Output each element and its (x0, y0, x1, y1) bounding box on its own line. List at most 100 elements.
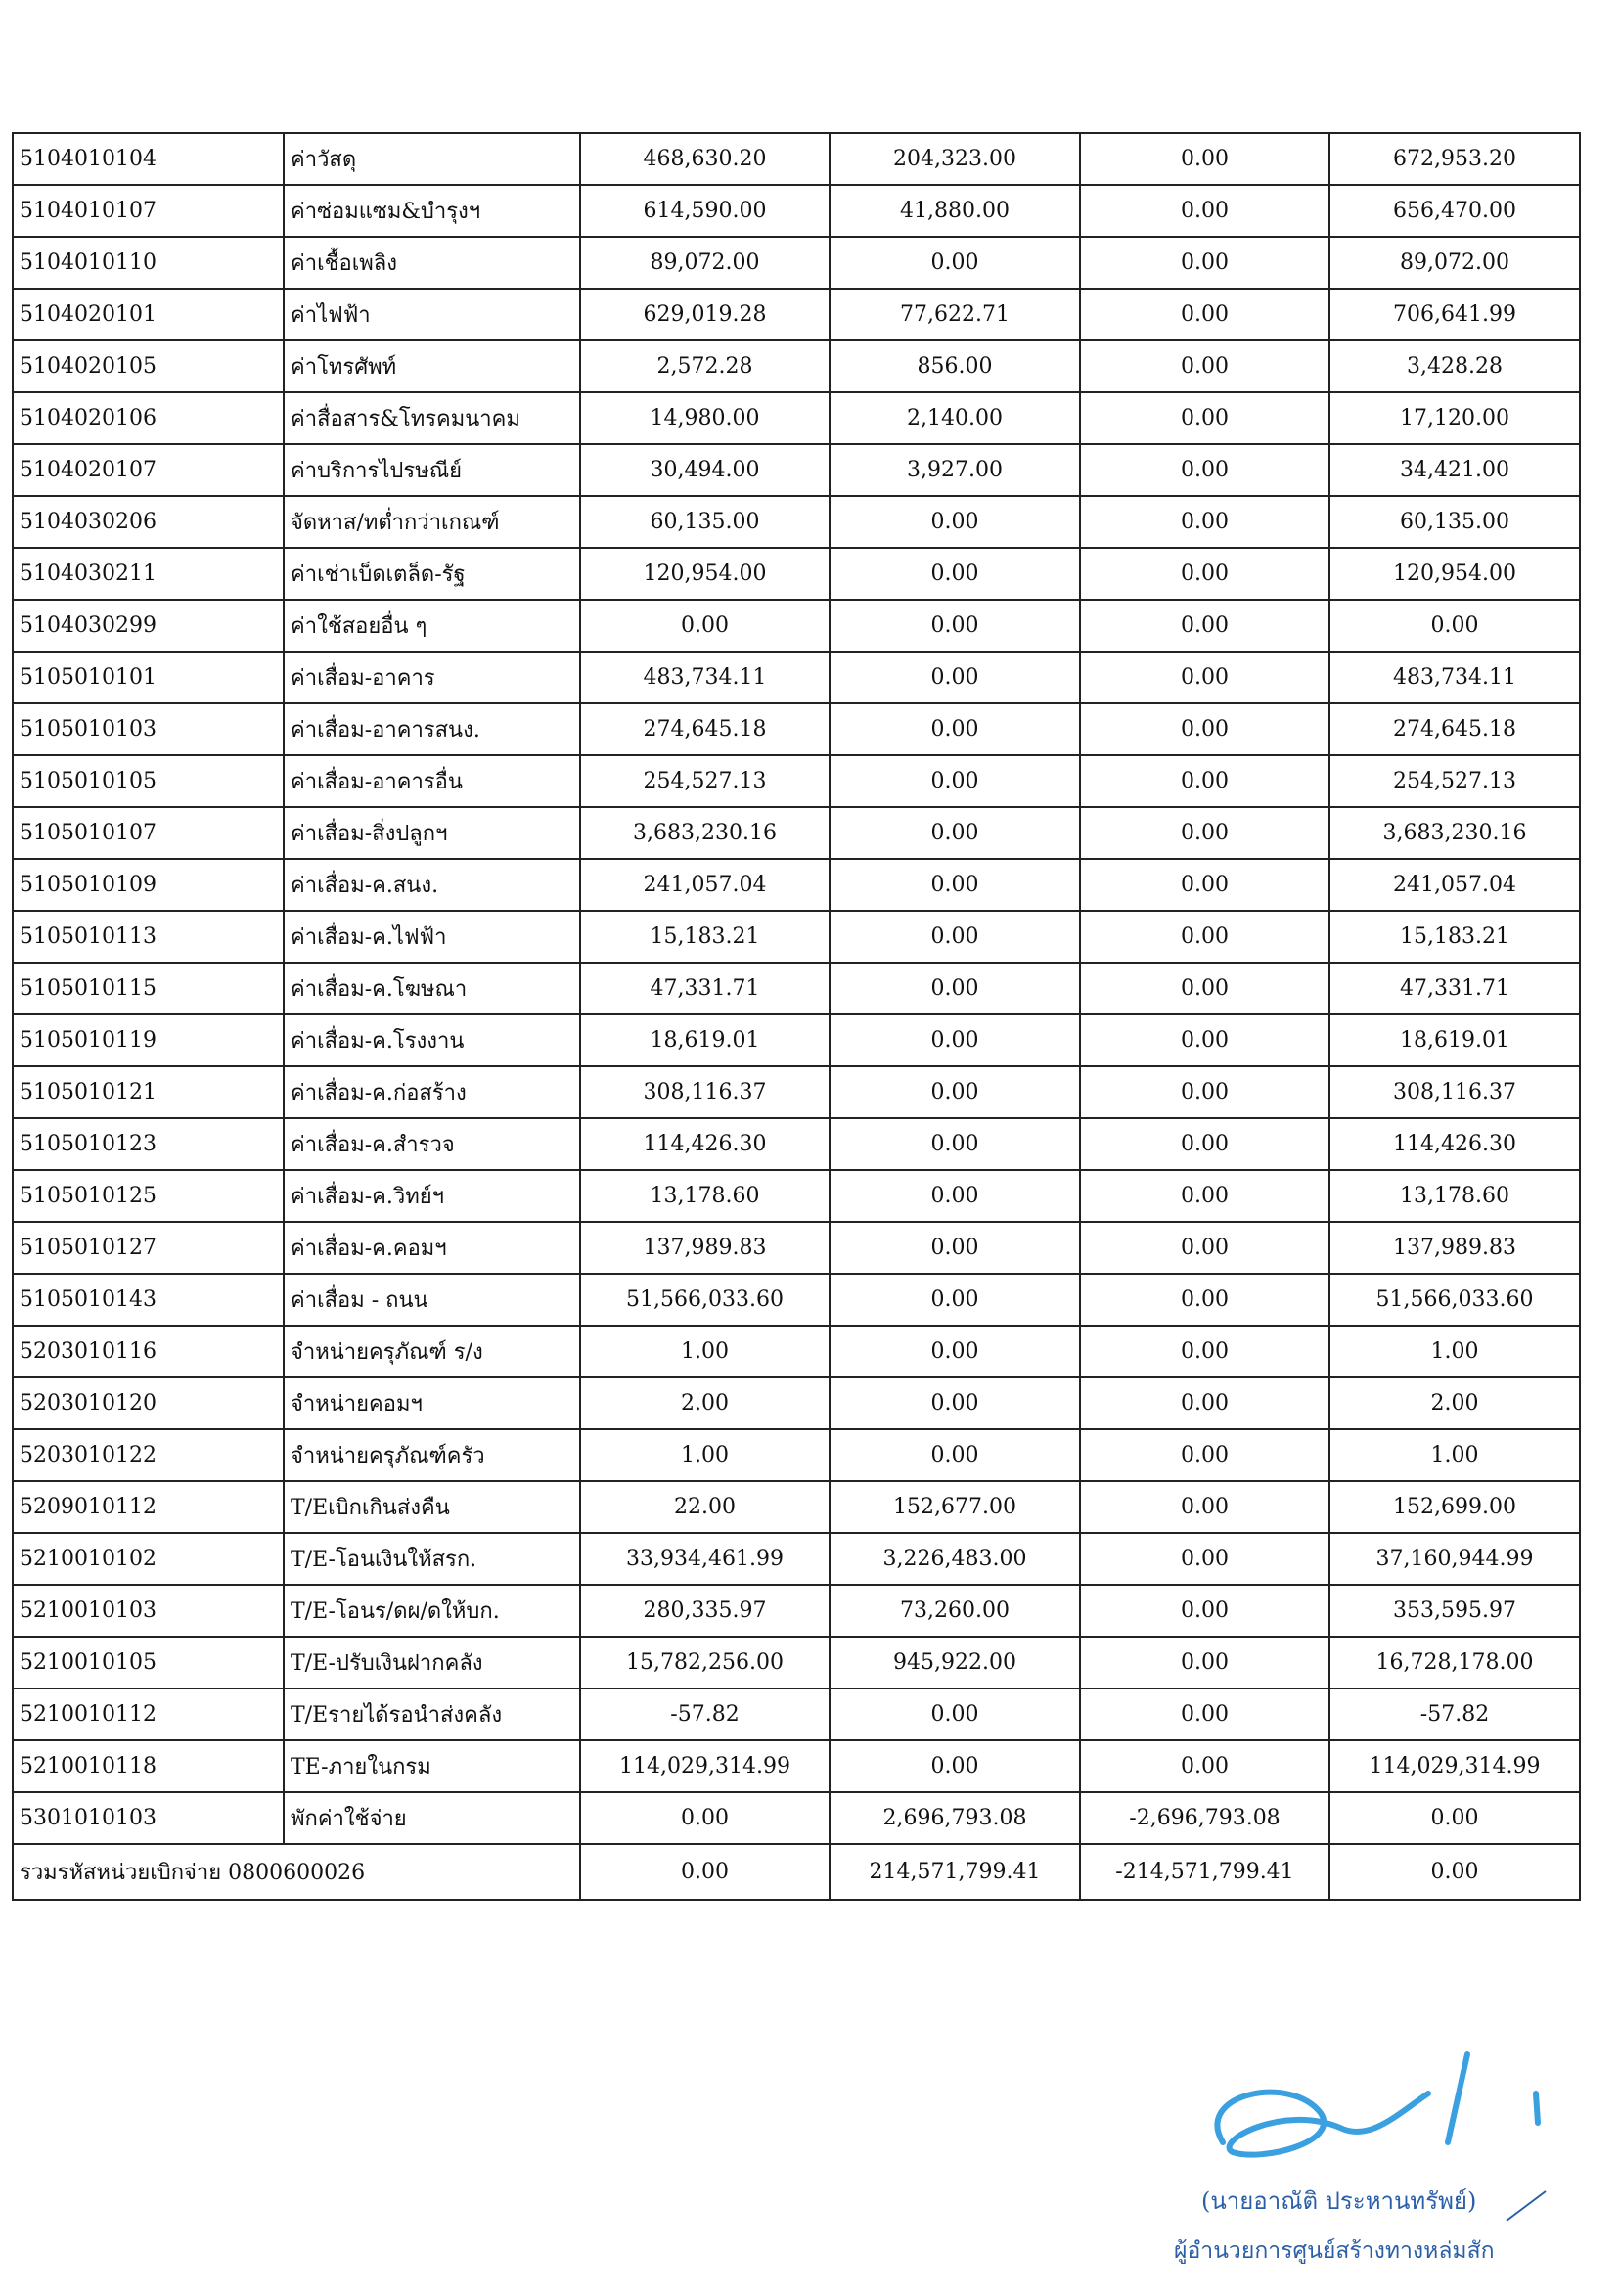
signatory-position: ผู้อำนวยการศูนย์สร้างทางหล่มสัก (1174, 2238, 1495, 2264)
text-cell: 5105010121 (12, 1065, 285, 1119)
text-cell: 5209010112 (12, 1480, 285, 1534)
text-cell: 5104030299 (12, 599, 285, 653)
text-cell: 5104010107 (12, 184, 285, 238)
amount-cell: 0.00 (1328, 599, 1581, 653)
table-row: 5210010112 T/Eรายได้รอนำส่งคลัง -57.82 0.00… (12, 1688, 1581, 1741)
amount-cell: 0.00 (1079, 1480, 1330, 1534)
amount-cell: 0.00 (1079, 1739, 1330, 1793)
amount-cell: 3,683,230.16 (579, 806, 831, 860)
amount-cell: 120,954.00 (1328, 547, 1581, 601)
amount-cell: 0.00 (829, 858, 1081, 912)
amount-cell: 0.00 (1079, 1065, 1330, 1119)
text-cell: รวมรหัสหน่วยเบิกจ่าย 0800600026 (12, 1843, 581, 1901)
amount-cell: 254,527.13 (1328, 754, 1581, 808)
amount-cell: 241,057.04 (1328, 858, 1581, 912)
amount-cell: 0.00 (829, 754, 1081, 808)
text-cell: 5104020107 (12, 443, 285, 497)
amount-cell: 137,989.83 (1328, 1221, 1581, 1275)
text-cell: ค่าเสื่อม-สิ่งปลูกฯ (283, 806, 581, 860)
amount-cell: 353,595.97 (1328, 1584, 1581, 1638)
text-cell: จำหน่ายครุภัณฑ์ ร/ง (283, 1325, 581, 1378)
amount-cell: 0.00 (1079, 754, 1330, 808)
table-row: 5210010118 TE-ภายในกรม 114,029,314.99 0.00 0… (12, 1739, 1581, 1793)
table-row: 5104030299 ค่าใช้สอยอื่น ๆ 0.00 0.00 0.00 0.0… (12, 599, 1581, 653)
amount-cell: 0.00 (1079, 910, 1330, 964)
amount-cell: 120,954.00 (579, 547, 831, 601)
amount-cell: 0.00 (829, 651, 1081, 704)
text-cell: 5301010103 (12, 1791, 285, 1845)
signatory-name: (นายอาณัติ ประหานทรัพย์) (1201, 2187, 1477, 2215)
amount-cell: 0.00 (1079, 806, 1330, 860)
amount-cell: 18,619.01 (1328, 1013, 1581, 1067)
amount-cell: -57.82 (579, 1688, 831, 1741)
text-cell: T/Eเบิกเกินส่งคืน (283, 1480, 581, 1534)
amount-cell: 0.00 (1079, 1636, 1330, 1689)
text-cell: 5210010105 (12, 1636, 285, 1689)
amount-cell: 2,696,793.08 (829, 1791, 1081, 1845)
text-cell: T/E-โอนร/ดผ/ดให้บก. (283, 1584, 581, 1638)
amount-cell: 1.00 (1328, 1428, 1581, 1482)
amount-cell: 15,782,256.00 (579, 1636, 831, 1689)
amount-cell: 73,260.00 (829, 1584, 1081, 1638)
amount-cell: 0.00 (829, 1117, 1081, 1171)
text-cell: ค่าเสื่อม-ค.โรงงาน (283, 1013, 581, 1067)
amount-cell: 706,641.99 (1328, 288, 1581, 341)
amount-cell: 0.00 (1079, 1688, 1330, 1741)
amount-cell: 16,728,178.00 (1328, 1636, 1581, 1689)
amount-cell: 241,057.04 (579, 858, 831, 912)
amount-cell: 3,428.28 (1328, 339, 1581, 393)
text-cell: ค่าซ่อมแซม&บำรุงฯ (283, 184, 581, 238)
text-cell: ค่าเสื่อม-อาคาร (283, 651, 581, 704)
amount-cell: 0.00 (829, 1273, 1081, 1327)
amount-cell: 0.00 (1079, 1221, 1330, 1275)
text-cell: 5203010122 (12, 1428, 285, 1482)
text-cell: ค่าเสื่อม-ค.คอมฯ (283, 1221, 581, 1275)
amount-cell: 0.00 (829, 547, 1081, 601)
table-row: 5203010116 จำหน่ายครุภัณฑ์ ร/ง 1.00 0.00 0.0… (12, 1325, 1581, 1378)
text-cell: 5104030211 (12, 547, 285, 601)
amount-cell: 308,116.37 (1328, 1065, 1581, 1119)
amount-cell: 0.00 (1079, 547, 1330, 601)
table-row: 5301010103 พักค่าใช้จ่าย 0.00 2,696,793.08-… (12, 1791, 1581, 1845)
amount-cell: 672,953.20 (1328, 132, 1581, 186)
table-row: 5105010125 ค่าเสื่อม-ค.วิทย์ฯ 13,178.60 0.0… (12, 1169, 1581, 1223)
amount-cell: 1.00 (579, 1325, 831, 1378)
amount-cell: 0.00 (1079, 1428, 1330, 1482)
text-cell: 5104030206 (12, 495, 285, 549)
amount-cell: 114,029,314.99 (1328, 1739, 1581, 1793)
text-cell: ค่าเสื่อม - ถนน (283, 1273, 581, 1327)
table-row: 5104020105 ค่าโทรศัพท์ 2,572.28 856.00 0.00 3… (12, 339, 1581, 393)
amount-cell: 468,630.20 (579, 132, 831, 186)
text-cell: 5104020106 (12, 391, 285, 445)
amount-cell: 2,572.28 (579, 339, 831, 393)
text-cell: 5203010116 (12, 1325, 285, 1378)
amount-cell: 0.00 (1079, 184, 1330, 238)
amount-cell: 34,421.00 (1328, 443, 1581, 497)
text-cell: จำหน่ายครุภัณฑ์ครัว (283, 1428, 581, 1482)
amount-cell: 51,566,033.60 (1328, 1273, 1581, 1327)
amount-cell: 483,734.11 (1328, 651, 1581, 704)
amount-cell: 0.00 (1079, 599, 1330, 653)
text-cell: ค่าเสื่อม-ค.ไฟฟ้า (283, 910, 581, 964)
table-row: 5105010121 ค่าเสื่อม-ค.ก่อสร้าง 308,116.37… (12, 1065, 1581, 1119)
table-row: 5104020101 ค่าไฟฟ้า 629,019.28 77,622.71 0.0… (12, 288, 1581, 341)
table-row: 5105010115 ค่าเสื่อม-ค.โฆษณา 47,331.71 0.00… (12, 962, 1581, 1015)
amount-cell: 0.00 (829, 806, 1081, 860)
amount-cell: 33,934,461.99 (579, 1532, 831, 1586)
amount-cell: 0.00 (1079, 1013, 1330, 1067)
amount-cell: 2.00 (579, 1376, 831, 1430)
amount-cell: 0.00 (829, 1325, 1081, 1378)
text-cell: 5105010125 (12, 1169, 285, 1223)
amount-cell: 0.00 (1079, 1584, 1330, 1638)
amount-cell: 51,566,033.60 (579, 1273, 831, 1327)
text-cell: 5105010107 (12, 806, 285, 860)
amount-cell: 614,590.00 (579, 184, 831, 238)
amount-cell: 0.00 (829, 495, 1081, 549)
amount-cell: 114,426.30 (579, 1117, 831, 1171)
table-row: 5105010127 ค่าเสื่อม-ค.คอมฯ 137,989.83 0.00… (12, 1221, 1581, 1275)
amount-cell: 0.00 (829, 1739, 1081, 1793)
table-row: 5210010105 T/E-ปรับเงินฝากคลัง 15,782,256.… (12, 1636, 1581, 1689)
text-cell: 5104020101 (12, 288, 285, 341)
amount-cell: 204,323.00 (829, 132, 1081, 186)
